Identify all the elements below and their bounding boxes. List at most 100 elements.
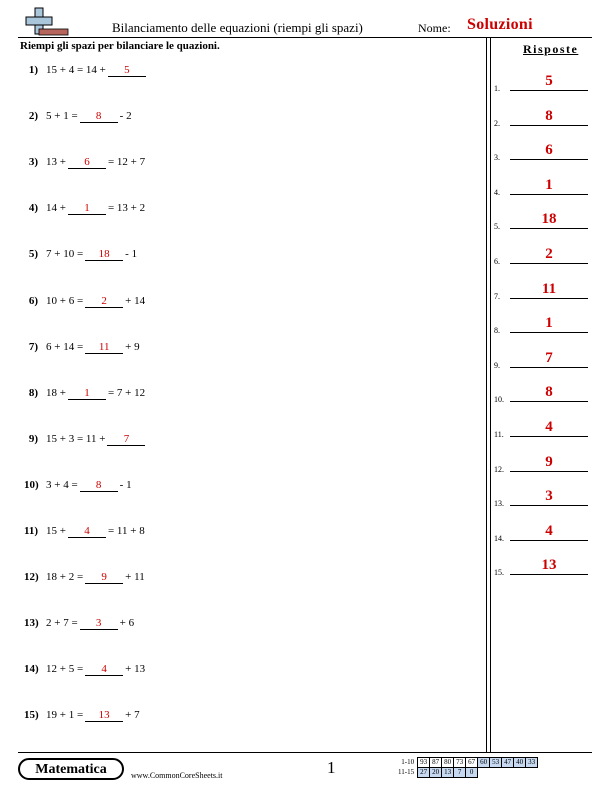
answer-number: 4. <box>494 187 500 197</box>
problem-row: 9) 15 + 3 = 11 +7 <box>0 433 480 453</box>
answer-blank[interactable]: 8 <box>79 479 118 492</box>
answer-row: 1. 5 <box>494 71 594 93</box>
answer-blank[interactable]: 2 <box>85 295 124 308</box>
answer-value[interactable]: 5 <box>510 72 588 91</box>
answer-blank[interactable]: 4 <box>85 663 124 677</box>
score-cell: 40 <box>513 757 527 768</box>
answer-blank[interactable]: 9 <box>85 571 124 585</box>
equation-left: 5 + 1 = <box>46 110 78 123</box>
problem-row: 7) 6 + 14 = 11 + 9 <box>0 341 480 361</box>
equation-right: = 12 + 7 <box>107 156 146 169</box>
answer-row: 8. 1 <box>494 313 594 335</box>
equation-left: 18 + 2 = <box>46 571 84 584</box>
equation-right: + 7 <box>125 709 140 722</box>
score-row-label: 11-15 <box>398 768 415 776</box>
answer-number: 3. <box>494 153 500 163</box>
problem-row: 15) 19 + 1 = 13 + 7 <box>0 709 480 729</box>
score-table: 1-10 93 87 80 73 67 60 53 47 40 33 11-15 27 20 13 7 0 <box>398 757 539 778</box>
answer-row: 6. 2 <box>494 244 594 266</box>
answer-value[interactable]: 1 <box>510 314 588 334</box>
answer-value[interactable]: 11 <box>510 280 588 299</box>
answer-number: 1. <box>494 84 500 93</box>
answer-number: 5. <box>494 222 500 232</box>
problem-number: 10) <box>24 478 39 491</box>
equation-left: 7 + 10 = <box>46 248 84 261</box>
page-number: 1 <box>327 758 336 777</box>
score-row: 1-10 93 87 80 73 67 60 53 47 40 33 <box>398 757 539 768</box>
score-row-label: 1-10 <box>401 758 415 766</box>
problem-equation: 18 + 2 = 9 + 11 <box>46 571 145 585</box>
problem-row: 2) 5 + 1 = 8- 2 <box>0 110 480 130</box>
problem-number: 11) <box>24 525 39 537</box>
answer-value[interactable]: 6 <box>510 141 588 161</box>
score-cell: 87 <box>429 757 443 768</box>
answer-blank[interactable]: 5 <box>107 64 146 77</box>
answer-number: 7. <box>494 291 500 301</box>
problem-number: 2) <box>28 110 38 123</box>
answer-value[interactable]: 2 <box>510 245 588 264</box>
answer-value[interactable]: 18 <box>510 210 588 230</box>
answer-value[interactable]: 1 <box>510 176 588 195</box>
footer-divider <box>18 752 592 753</box>
answer-value[interactable]: 8 <box>510 107 588 126</box>
answer-blank[interactable]: 4 <box>67 525 106 538</box>
answer-value[interactable]: 4 <box>510 418 588 437</box>
answer-blank[interactable]: 1 <box>67 387 106 400</box>
problem-equation: 18 +1 = 7 + 12 <box>46 387 145 400</box>
problem-number: 13) <box>24 617 39 630</box>
header-divider <box>18 37 592 38</box>
answer-blank[interactable]: 11 <box>85 341 124 354</box>
problem-number: 9) <box>28 432 38 445</box>
problem-equation: 3 + 4 = 8- 1 <box>46 479 132 492</box>
answer-number: 13. <box>494 499 504 509</box>
equation-right: + 13 <box>125 663 146 676</box>
answer-row: 11. 4 <box>494 417 594 439</box>
brand-badge: Matematica <box>18 758 124 780</box>
answer-blank[interactable]: 6 <box>67 156 106 170</box>
answer-blank[interactable]: 3 <box>79 617 118 631</box>
answer-value[interactable]: 4 <box>510 522 588 541</box>
problem-equation: 13 +6 = 12 + 7 <box>46 156 146 170</box>
equation-left: 14 + <box>46 202 66 215</box>
equation-right: = 11 + 8 <box>107 525 145 537</box>
score-cell: 60 <box>477 757 491 768</box>
equation-left: 15 + <box>46 525 66 537</box>
problem-equation: 19 + 1 = 13 + 7 <box>46 709 140 723</box>
equation-right: - 1 <box>125 248 138 261</box>
answer-value[interactable]: 9 <box>510 453 588 472</box>
instructions: Riempi gli spazi per bilanciare le quazi… <box>20 40 220 52</box>
problem-equation: 14 +1 = 13 + 2 <box>46 202 145 216</box>
answer-blank[interactable]: 13 <box>85 709 124 723</box>
problem-row: 4) 14 +1 = 13 + 2 <box>0 202 480 222</box>
problem-number: 1) <box>28 64 38 76</box>
problem-row: 13) 2 + 7 = 3 + 6 <box>0 617 480 637</box>
problem-row: 3) 13 +6 = 12 + 7 <box>0 156 480 176</box>
problem-equation: 6 + 14 = 11 + 9 <box>46 341 140 354</box>
equation-left: 15 + 3 = 11 + <box>46 432 106 445</box>
website-link[interactable]: www.CommonCoreSheets.it <box>131 771 223 780</box>
equation-left: 13 + <box>46 156 66 169</box>
answer-value[interactable]: 3 <box>510 487 588 507</box>
answer-row: 7. 11 <box>494 279 594 301</box>
equation-left: 6 + 14 = <box>46 340 84 353</box>
score-row: 11-15 27 20 13 7 0 <box>398 767 538 778</box>
equation-right: + 14 <box>125 294 146 307</box>
answer-value[interactable]: 8 <box>510 383 588 403</box>
problem-row: 12) 18 + 2 = 9 + 11 <box>0 571 480 591</box>
answer-blank[interactable]: 1 <box>67 202 106 216</box>
answer-value[interactable]: 7 <box>510 349 588 368</box>
problem-row: 1) 15 + 4 = 14 +5 <box>0 64 480 84</box>
answer-blank[interactable]: 8 <box>79 110 118 124</box>
answer-value[interactable]: 13 <box>510 556 588 576</box>
answer-row: 3. 6 <box>494 140 594 162</box>
problem-equation: 5 + 1 = 8- 2 <box>46 110 132 124</box>
answer-blank[interactable]: 18 <box>85 248 124 262</box>
equation-left: 12 + 5 = <box>46 663 84 676</box>
score-cell: 7 <box>453 767 467 778</box>
answer-number: 14. <box>494 533 504 543</box>
page-title: Bilanciamento delle equazioni (riempi gl… <box>112 20 363 35</box>
equation-right: = 7 + 12 <box>107 386 146 399</box>
answer-number: 8. <box>494 326 500 336</box>
problem-number: 14) <box>24 663 39 676</box>
answer-blank[interactable]: 7 <box>107 433 146 446</box>
